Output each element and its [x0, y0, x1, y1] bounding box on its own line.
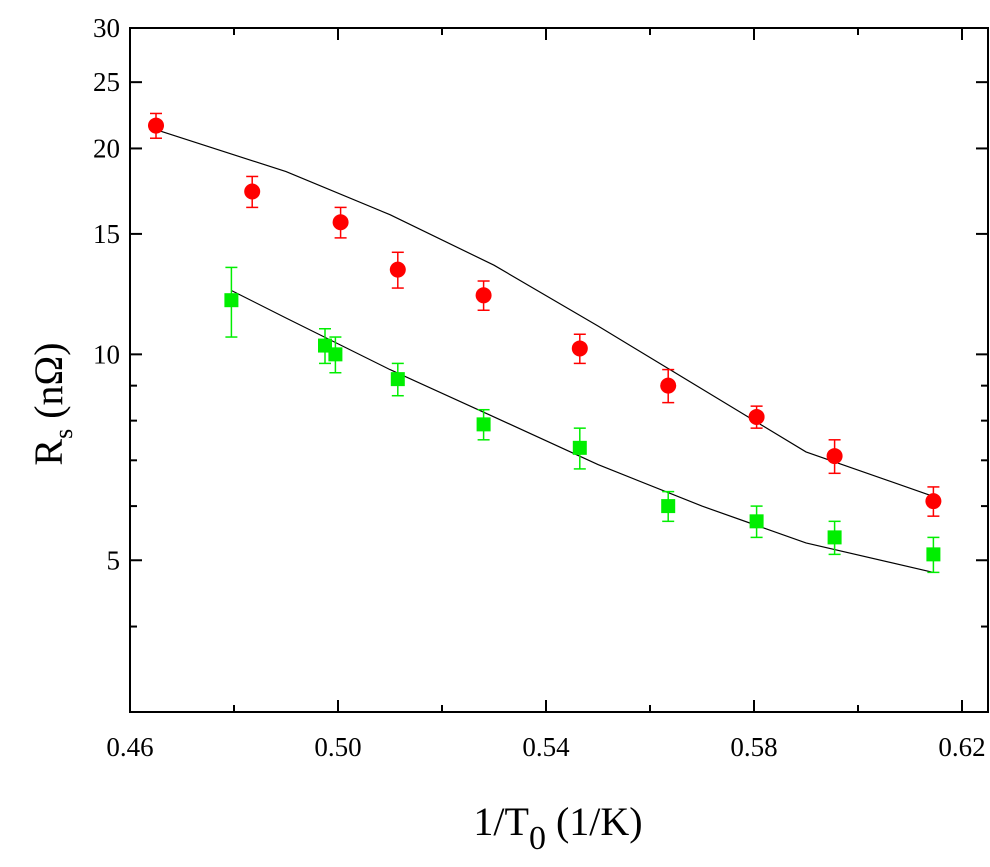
x-axis-title: 1/T0 (1/K) — [473, 799, 642, 857]
data-point — [389, 261, 406, 278]
tick-labels: 0.46 0.50 0.54 0.58 0.62 5 10 15 20 25 30 — [93, 13, 986, 762]
y-tick-label: 10 — [93, 339, 120, 369]
fit-curves — [155, 129, 934, 573]
data-point — [572, 440, 587, 455]
data-point — [748, 408, 765, 425]
y-tick-label: 30 — [93, 13, 120, 43]
data-point — [826, 448, 843, 465]
y-axis-title: Rs (nΩ) — [26, 342, 78, 465]
y-tick-label: 5 — [107, 545, 121, 575]
data-point — [328, 347, 343, 362]
y-tick-label: 20 — [93, 133, 120, 163]
data-point — [571, 340, 588, 357]
data-point — [475, 287, 492, 304]
y-tick-label: 25 — [93, 67, 120, 97]
fit-line — [155, 129, 934, 497]
plot-frame — [129, 27, 989, 713]
data-point — [148, 117, 164, 134]
plot-area — [129, 27, 989, 713]
x-tick-label: 0.62 — [938, 732, 985, 762]
data-point — [224, 293, 239, 308]
data-point — [661, 499, 676, 514]
axis-ticks — [129, 27, 988, 713]
data-point — [749, 514, 764, 529]
error-bars — [150, 112, 940, 574]
x-tick-label: 0.58 — [730, 732, 777, 762]
fit-line — [231, 289, 934, 573]
x-tick-label: 0.46 — [106, 732, 153, 762]
data-point — [827, 530, 842, 545]
x-tick-label: 0.50 — [314, 732, 361, 762]
data-point — [244, 183, 261, 200]
data-point — [476, 417, 491, 432]
data-point — [926, 547, 941, 562]
data-point — [390, 372, 405, 387]
data-point — [925, 493, 942, 510]
data-point — [660, 377, 677, 394]
y-tick-label: 15 — [93, 219, 120, 249]
x-tick-label: 0.54 — [522, 732, 570, 762]
data-point — [332, 214, 349, 231]
data-markers — [148, 117, 942, 562]
